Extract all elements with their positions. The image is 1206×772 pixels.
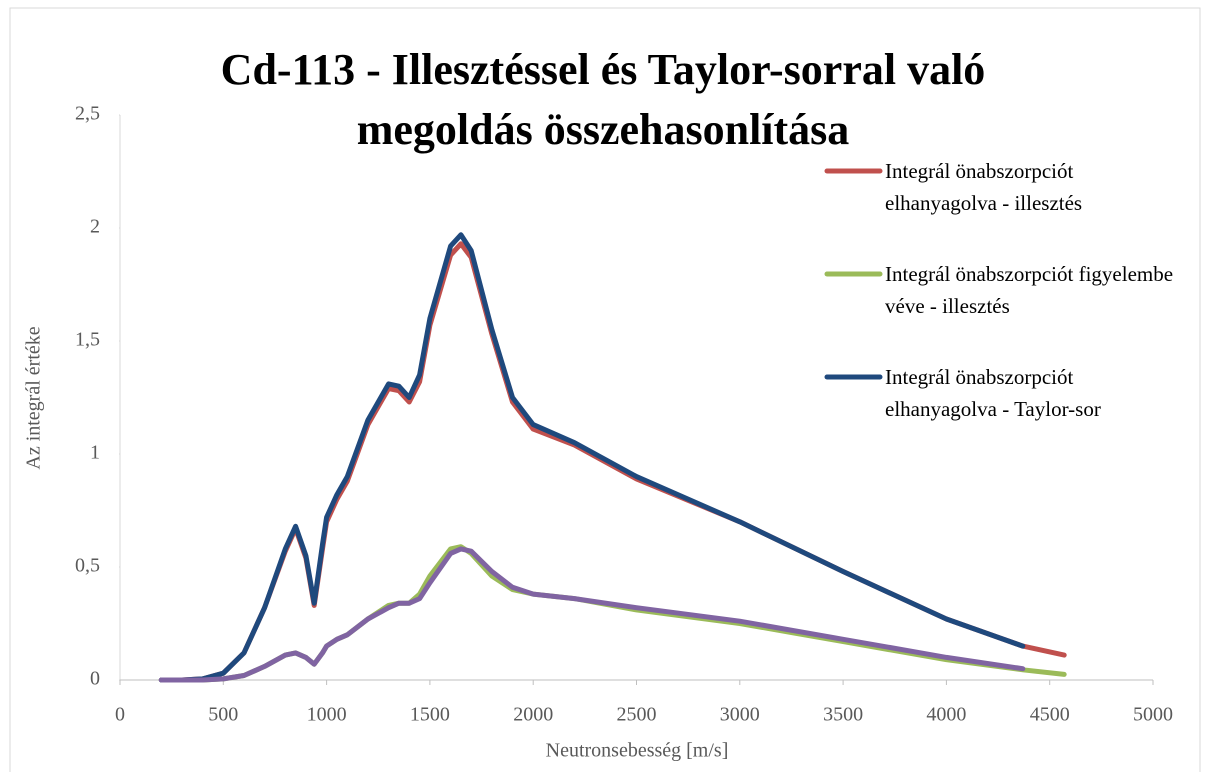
x-tick-label: 2000 bbox=[513, 704, 553, 726]
legend-entry: Integrál önabszorpciót figyelembe véve -… bbox=[885, 262, 1174, 318]
x-axis-label: Neutronsebesség [m/s] bbox=[546, 740, 729, 762]
x-tick-label: 5000 bbox=[1133, 704, 1173, 726]
x-tick-label: 4500 bbox=[1030, 704, 1070, 726]
x-tick-label: 4000 bbox=[926, 704, 966, 726]
chart-border bbox=[9, 7, 1201, 772]
x-tick-label: 0 bbox=[115, 704, 125, 726]
legend-entry: Integrál önabszorpciót elhanyagolva - il… bbox=[885, 159, 1083, 215]
chart-title: Cd-113 - Illesztéssel és Taylor-sorral v… bbox=[220, 45, 986, 154]
y-tick-label: 0 bbox=[90, 668, 100, 690]
x-tick-label: 1000 bbox=[307, 704, 347, 726]
x-tick-label: 3000 bbox=[720, 704, 760, 726]
series-line bbox=[158, 546, 1026, 683]
y-axis-label: Az integrál értéke bbox=[23, 326, 45, 469]
y-tick-label: 2 bbox=[90, 216, 100, 238]
legend-entry: Integrál önabszorpciót elhanyagolva - Ta… bbox=[885, 365, 1101, 421]
x-tick-label: 2500 bbox=[617, 704, 657, 726]
series-line bbox=[158, 232, 1026, 683]
y-tick-label: 0,5 bbox=[75, 555, 100, 577]
x-tick-label: 3500 bbox=[823, 704, 863, 726]
x-tick-label: 1500 bbox=[410, 704, 450, 726]
x-tick-label: 500 bbox=[208, 704, 238, 726]
y-tick-label: 2,5 bbox=[75, 103, 100, 125]
y-tick-label: 1 bbox=[90, 442, 100, 464]
y-tick-label: 1,5 bbox=[75, 329, 100, 351]
